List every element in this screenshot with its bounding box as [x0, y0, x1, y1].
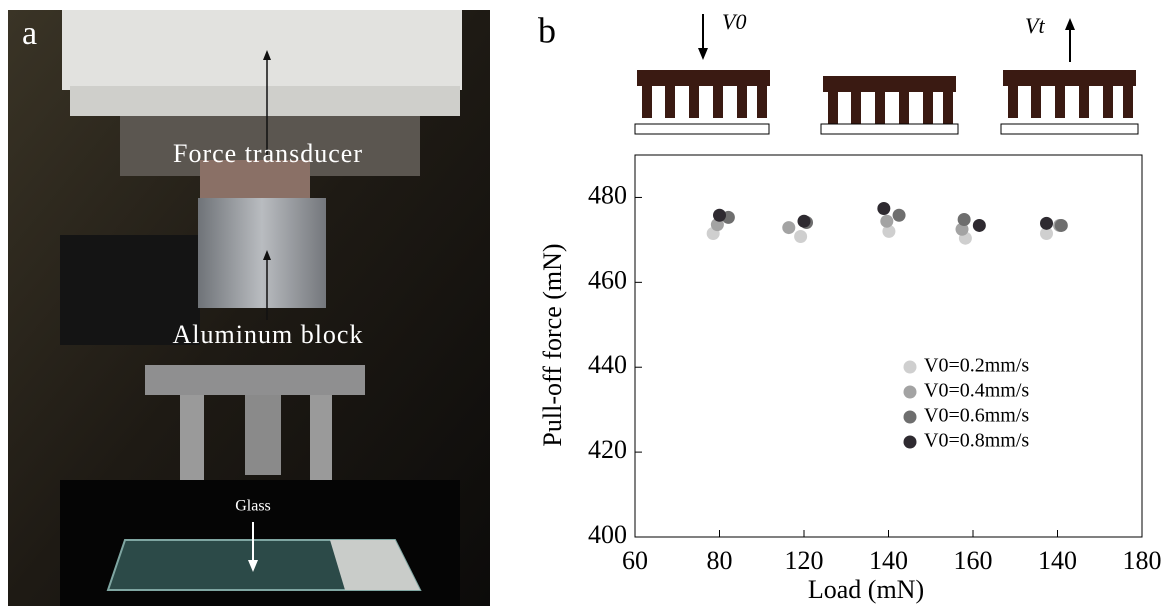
y-tick-label: 420 [588, 435, 627, 464]
x-tick-label: 80 [707, 546, 733, 575]
annotation: Vt [1025, 13, 1045, 38]
y-tick-label: 460 [588, 265, 627, 294]
point [794, 229, 808, 243]
y-tick-label: 440 [588, 350, 627, 379]
x-tick-label: 140 [1038, 546, 1077, 575]
point [877, 201, 891, 215]
annotation: V0 [722, 9, 746, 34]
point [892, 208, 906, 222]
legend-label: V0=0.2mm/s [924, 355, 1029, 377]
photo-label: Glass [235, 498, 271, 515]
legend-label: V0=0.8mm/s [924, 430, 1029, 452]
point [880, 214, 894, 228]
point [957, 213, 971, 227]
panel-label: b [538, 10, 556, 50]
legend-marker [903, 410, 917, 424]
y-axis-label: Pull-off force (mN) [538, 243, 567, 446]
x-axis-label: Load (mN) [808, 575, 924, 604]
point [972, 218, 986, 232]
photo: a Force transducer Aluminum block Glass [8, 10, 490, 606]
point [1040, 227, 1054, 241]
point [1054, 218, 1068, 232]
point [1040, 216, 1054, 230]
legend-marker [903, 435, 917, 449]
x-tick-label: 140 [869, 546, 908, 575]
point [713, 208, 726, 222]
x-tick-label: 180 [1123, 546, 1162, 575]
photo-label: Force transducer [173, 139, 363, 168]
photo-label: Aluminum block [173, 320, 364, 349]
legend-marker [903, 360, 917, 374]
y-tick-label: 480 [588, 180, 627, 209]
legend-marker [903, 385, 917, 399]
point [782, 221, 796, 235]
legend-label: V0=0.4mm/s [924, 380, 1029, 402]
schematic [634, 14, 1139, 135]
point [882, 224, 896, 238]
x-tick-label: 120 [785, 546, 824, 575]
panel-label: a [22, 15, 37, 52]
y-tick-label: 400 [588, 520, 627, 549]
x-tick-label: 60 [622, 546, 648, 575]
legend-label: V0=0.6mm/s [924, 405, 1029, 427]
x-tick-label: 160 [954, 546, 993, 575]
point [797, 214, 811, 228]
point [955, 222, 969, 236]
